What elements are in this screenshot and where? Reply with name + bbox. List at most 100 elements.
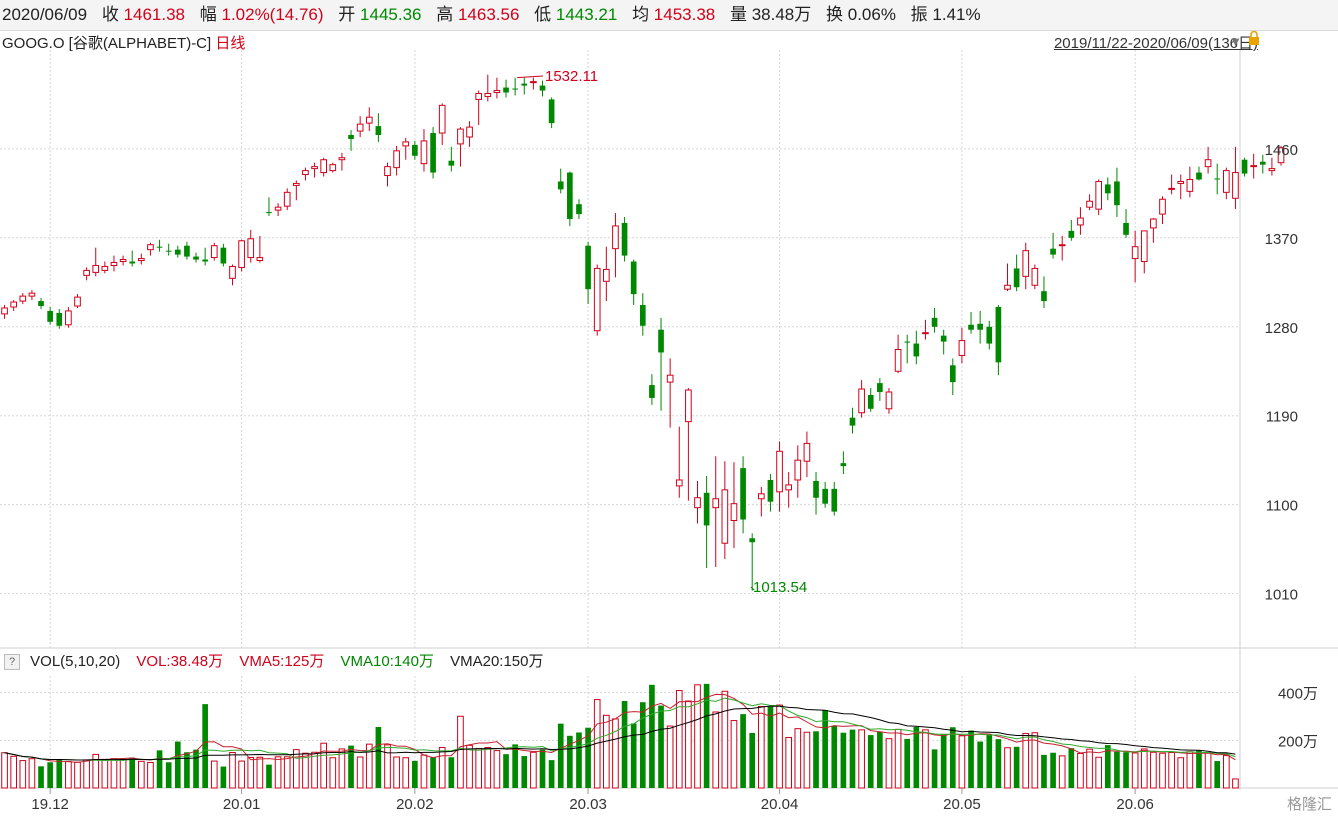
candle (47, 306, 53, 325)
candle (749, 533, 756, 591)
candle (831, 481, 838, 516)
volume-bar (685, 700, 692, 789)
volume-bar (1058, 755, 1066, 789)
volume-bar (56, 759, 63, 788)
volume-bar (1077, 752, 1084, 789)
volume-bar (557, 723, 564, 788)
volume-bar (1031, 732, 1039, 789)
candle (1013, 254, 1020, 292)
security-name: GOOG.O [谷歌(ALPHABET)-C] (2, 35, 212, 52)
close-value: 1461.38 (123, 5, 186, 24)
volume-bar (694, 684, 701, 789)
volume-bar (1196, 750, 1202, 788)
date-axis-tick: 20.02 (396, 796, 434, 813)
volume-bar (1214, 761, 1221, 788)
volume-bar (995, 739, 1002, 788)
candle (567, 171, 573, 226)
volume-bar (466, 744, 473, 789)
volume-bar (658, 705, 664, 788)
candle-series (1, 74, 1285, 591)
volume-bar (311, 751, 318, 789)
change-value: 1.02%(14.76) (221, 5, 324, 24)
candle (1077, 207, 1084, 235)
candle (292, 180, 300, 201)
period-label[interactable]: 日线 (215, 35, 246, 52)
candle (694, 480, 701, 524)
volume-bar (639, 702, 646, 788)
volume-bar (229, 751, 236, 789)
lock-icon[interactable] (1248, 31, 1260, 45)
volume-bar (1104, 745, 1111, 788)
vma10-value: VMA10:140万 (340, 653, 434, 670)
candle (986, 320, 993, 350)
candle (1222, 167, 1230, 200)
volume-bar (1177, 757, 1185, 789)
candle (1058, 235, 1066, 261)
candle (28, 290, 36, 301)
candle (649, 374, 655, 405)
max-price-pointer (517, 75, 544, 79)
volume-bar (757, 706, 765, 789)
candle (1232, 146, 1239, 210)
volume-bar (1068, 748, 1075, 788)
range-dropdown-icon[interactable]: ▼ (1229, 34, 1242, 49)
volume-bar (913, 726, 920, 788)
date-axis-tick: 20.05 (943, 796, 981, 813)
candle (329, 162, 337, 173)
candle (119, 255, 127, 266)
volume-bar (348, 745, 354, 788)
candle (1241, 157, 1248, 177)
candle (593, 264, 601, 336)
candle (137, 253, 145, 265)
volume-bar (649, 684, 655, 788)
volume-bar (1114, 751, 1120, 788)
candle (484, 74, 492, 102)
volume-series (1, 683, 1239, 789)
candle (274, 203, 282, 217)
candle (165, 243, 172, 256)
candle (1095, 179, 1103, 216)
volume-bar (831, 725, 838, 788)
candle (1177, 174, 1185, 200)
price-axis-tick: 1460 (1265, 142, 1298, 159)
volume-bar (1041, 754, 1047, 788)
volume-bar (430, 757, 436, 788)
candle (1041, 276, 1047, 308)
volume-bar (1186, 751, 1194, 789)
candle (356, 116, 364, 137)
candle (1086, 194, 1093, 211)
volume-bar (292, 749, 300, 789)
volume-bar (238, 760, 245, 789)
candle (675, 426, 683, 498)
candle (940, 329, 947, 355)
candle (867, 388, 874, 412)
candle (803, 431, 811, 478)
candle (730, 462, 738, 549)
volume-bar (10, 755, 18, 789)
candle (338, 152, 346, 171)
candle (1022, 242, 1030, 290)
candle (412, 140, 418, 160)
date-range[interactable]: 2019/11/22-2020/06/09(136日) (1053, 35, 1258, 52)
avg-value: 1453.38 (653, 5, 716, 24)
low-value: 1443.21 (555, 5, 618, 24)
close-label: 收 (101, 5, 119, 24)
help-icon[interactable]: ? (4, 654, 20, 671)
candle (283, 188, 291, 211)
volume-bar (420, 754, 428, 789)
volume-bar (210, 760, 218, 789)
volume-bar (83, 759, 90, 789)
high-value: 1463.56 (457, 5, 520, 24)
candle (931, 307, 938, 333)
candle (639, 293, 646, 336)
volume-bar (503, 754, 509, 788)
vol-indicator-name[interactable]: VOL(5,10,20) (30, 653, 121, 670)
candle (822, 481, 828, 508)
volume-bar (1022, 732, 1030, 789)
volume-bar (621, 701, 628, 788)
volume-bar (92, 753, 100, 789)
candle (512, 77, 518, 96)
candle (1, 305, 8, 319)
volume-bar (977, 741, 983, 788)
